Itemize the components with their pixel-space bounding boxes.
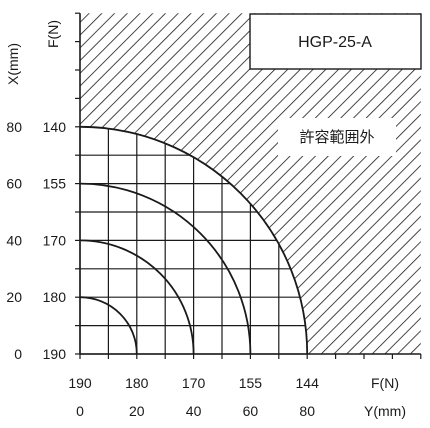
x-tick-label-force: 155: [239, 375, 263, 391]
limit-arcs: [79, 125, 309, 355]
hatch-region: [80, 13, 421, 354]
x-tick-label-force: 190: [68, 375, 92, 391]
y-tick-label-length: 80: [6, 119, 22, 135]
x-tick-label-force: 180: [125, 375, 149, 391]
x-tick-label-length: 20: [129, 403, 145, 419]
x-tick-label-length: 80: [299, 403, 315, 419]
title-box: [249, 13, 422, 70]
x-tick-label-length: 0: [76, 403, 84, 419]
out-of-range-hatch: [80, 13, 421, 354]
limit-arc-20mm: [79, 296, 138, 355]
y-tick-label-force: 140: [43, 119, 67, 135]
y-tick-label-length: 40: [6, 232, 22, 248]
y-tick-label-force: 155: [43, 176, 67, 192]
limit-arc-60mm: [79, 182, 252, 355]
y-tick-label-length: 0: [14, 346, 22, 362]
grid: [79, 126, 308, 355]
out-of-range-label: 許容範囲外: [299, 128, 374, 146]
region-label-box: [278, 118, 396, 156]
y-tick-label-force: 180: [43, 289, 67, 305]
limit-arc-40mm: [79, 239, 195, 355]
y-tick-label-force: 190: [43, 346, 67, 362]
x-axis-label-force: F(N): [371, 375, 399, 391]
chart-title: HGP-25-A: [298, 34, 372, 51]
y-tick-label-force: 170: [43, 232, 67, 248]
x-tick-label-force: 170: [182, 375, 206, 391]
tick-labels: 190 0 180 20 170 40 155 60 144 80 F(N) Y(mm) 190 0 180…: [5, 20, 406, 419]
axes: [75, 12, 422, 359]
x-tick-label-length: 60: [243, 403, 259, 419]
x-tick-label-length: 40: [186, 403, 202, 419]
limit-arc-80mm: [79, 125, 309, 355]
x-axis-label-length: Y(mm): [364, 403, 406, 419]
x-tick-label-force: 144: [296, 375, 320, 391]
y-axis-label-force: F(N): [45, 20, 61, 48]
y-axis-label-length: X(mm): [5, 43, 21, 85]
y-tick-label-length: 20: [6, 289, 22, 305]
y-tick-label-length: 60: [6, 176, 22, 192]
